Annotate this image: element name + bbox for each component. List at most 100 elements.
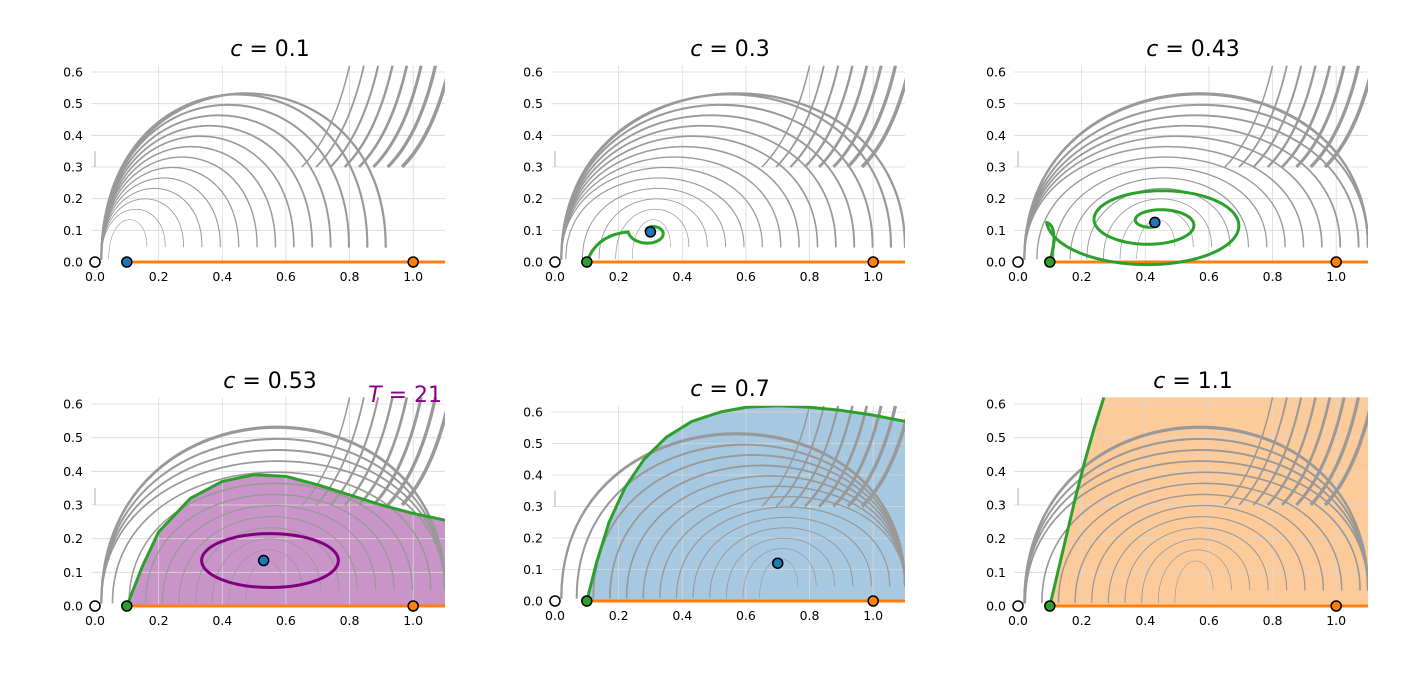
x-tick-label: 1.0 xyxy=(403,613,423,628)
panel-4: 0.0 0.2 0.4 0.6 0.8 1.0 0.0 0.1 0.2 0.3 0.4 0.5 0.6 c… xyxy=(63,369,445,628)
grid xyxy=(551,65,905,264)
y-tick-label: 0.6 xyxy=(986,65,1006,80)
y-tick-label: 0.4 xyxy=(63,128,83,143)
fixed-point-origin xyxy=(549,595,561,607)
y-tick-label: 0.4 xyxy=(986,464,1006,479)
y-tick-label: 0.4 xyxy=(63,464,83,479)
y-tick-label: 0.3 xyxy=(986,160,1006,175)
streamlines xyxy=(1017,397,1368,604)
x-tick-label: 0.0 xyxy=(545,608,565,623)
fixed-point-right xyxy=(1330,256,1342,268)
streamlines xyxy=(94,397,445,604)
x-tick-label: 1.0 xyxy=(863,269,883,284)
x-tick-label: 0.6 xyxy=(1199,269,1219,284)
y-tick-label: 0.5 xyxy=(63,96,83,111)
x-tick-label: 0.8 xyxy=(800,269,820,284)
fixed-point-origin xyxy=(1012,600,1024,612)
panel-title: c = 0.1 xyxy=(230,37,310,62)
x-tick-label: 1.0 xyxy=(863,608,883,623)
y-tick-label: 0.3 xyxy=(986,498,1006,513)
x-tick-label: 0.4 xyxy=(672,608,692,623)
x-tick-label: 0.2 xyxy=(609,608,629,623)
x-tick-label: 0.2 xyxy=(149,269,169,284)
x-tick-label: 0.8 xyxy=(1263,269,1283,284)
fixed-point-right xyxy=(867,256,879,268)
fixed-point-right xyxy=(407,600,419,612)
x-tick-label: 1.0 xyxy=(1326,613,1346,628)
fixed-point-interior xyxy=(1149,216,1161,229)
y-tick-label: 0.0 xyxy=(523,255,543,270)
panel-title: c = 0.7 xyxy=(690,377,770,402)
streamlines xyxy=(1017,65,1368,260)
y-tick-label: 0.3 xyxy=(523,499,543,514)
x-tick-label: 0.0 xyxy=(1008,269,1028,284)
y-tick-label: 0.6 xyxy=(63,397,83,412)
y-tick-label: 0.0 xyxy=(63,599,83,614)
panel-title: c = 0.53 xyxy=(223,369,317,394)
fixed-point-interior xyxy=(257,554,270,567)
fixed-point-origin xyxy=(1012,256,1024,268)
x-tick-label: 0.6 xyxy=(736,269,756,284)
x-tick-label: 0.2 xyxy=(1072,269,1092,284)
panel-title: c = 0.43 xyxy=(1146,37,1240,62)
x-tick-label: 0.0 xyxy=(85,613,105,628)
y-tick-label: 0.6 xyxy=(523,65,543,80)
y-tick-label: 0.3 xyxy=(523,160,543,175)
x-tick-label: 1.0 xyxy=(1326,269,1346,284)
x-tick-label: 0.6 xyxy=(276,613,296,628)
x-tick-label: 0.0 xyxy=(85,269,105,284)
fixed-point-origin xyxy=(549,256,561,268)
separatrix-curve xyxy=(1048,397,1106,607)
streamlines xyxy=(94,65,445,260)
fixed-point-right xyxy=(407,256,419,268)
x-tick-label: 0.4 xyxy=(1135,269,1155,284)
fixed-point-interior xyxy=(121,256,133,268)
y-tick-label: 0.6 xyxy=(986,397,1006,412)
y-tick-label: 0.1 xyxy=(523,562,543,577)
y-tick-label: 0.4 xyxy=(986,128,1006,143)
x-tick-label: 1.0 xyxy=(403,269,423,284)
x-tick-label: 0.8 xyxy=(340,613,360,628)
y-tick-label: 0.0 xyxy=(63,255,83,270)
y-tick-label: 0.2 xyxy=(986,191,1006,206)
fixed-point-saddle xyxy=(1044,256,1056,268)
panel-1: 0.0 0.2 0.4 0.6 0.8 1.0 0.0 0.1 0.2 0.3 0.4 0.5 0.6 c… xyxy=(63,37,445,284)
y-tick-label: 0.2 xyxy=(523,191,543,206)
y-tick-label: 0.2 xyxy=(63,191,83,206)
y-tick-label: 0.5 xyxy=(986,96,1006,111)
y-tick-label: 0.5 xyxy=(986,430,1006,445)
separatrix-curve xyxy=(125,473,445,607)
x-tick-label: 0.6 xyxy=(1199,613,1219,628)
fixed-point-saddle xyxy=(581,256,593,268)
y-tick-label: 0.2 xyxy=(986,531,1006,546)
panel-3: 0.0 0.2 0.4 0.6 0.8 1.0 0.0 0.1 0.2 0.3 0.4 0.5 0.6 c… xyxy=(986,37,1368,284)
y-tick-label: 0.1 xyxy=(523,223,543,238)
y-tick-label: 0.4 xyxy=(523,128,543,143)
panel-title: c = 0.3 xyxy=(690,37,770,62)
y-tick-label: 0.1 xyxy=(63,565,83,580)
y-tick-label: 0.1 xyxy=(986,223,1006,238)
y-tick-label: 0.5 xyxy=(63,430,83,445)
y-tick-label: 0.0 xyxy=(523,594,543,609)
x-tick-label: 0.4 xyxy=(212,269,232,284)
y-tick-label: 0.1 xyxy=(986,565,1006,580)
x-tick-label: 0.4 xyxy=(672,269,692,284)
x-tick-label: 0.4 xyxy=(212,613,232,628)
panel-2: 0.0 0.2 0.4 0.6 0.8 1.0 0.0 0.1 0.2 0.3 0.4 0.5 0.6 c… xyxy=(523,37,905,284)
y-tick-label: 0.0 xyxy=(986,255,1006,270)
panel-title: c = 1.1 xyxy=(1153,369,1233,394)
fixed-point-interior xyxy=(771,557,784,569)
x-tick-label: 0.0 xyxy=(545,269,565,284)
y-tick-label: 0.0 xyxy=(986,599,1006,614)
fixed-point-origin xyxy=(89,256,101,268)
panel-5: 0.0 0.2 0.4 0.6 0.8 1.0 0.0 0.1 0.2 0.3 0.4 0.5 0.6 c… xyxy=(523,377,905,623)
x-tick-label: 0.8 xyxy=(340,269,360,284)
separatrix-curve xyxy=(585,405,905,602)
x-tick-label: 0.2 xyxy=(609,269,629,284)
period-annotation: T = 21 xyxy=(368,383,442,408)
y-tick-label: 0.5 xyxy=(523,436,543,451)
fixed-point-right xyxy=(1330,600,1342,612)
x-tick-label: 0.0 xyxy=(1008,613,1028,628)
trajectory-spiral xyxy=(1045,189,1241,267)
x-tick-label: 0.4 xyxy=(1135,613,1155,628)
